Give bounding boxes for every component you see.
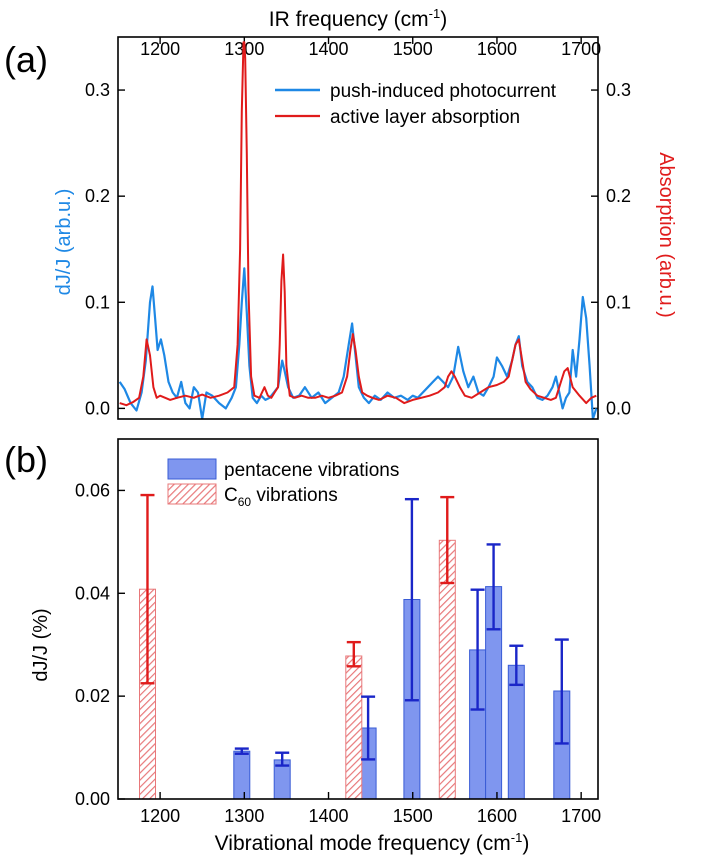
error-bar-pentacene (404, 497, 419, 702)
panel-b-label: (b) (4, 439, 48, 480)
left-tick-label-b: 0.02 (75, 686, 110, 706)
bottom-tick-label: 1500 (393, 806, 433, 826)
bottom-tick-label: 1400 (309, 806, 349, 826)
error-bar-group (140, 493, 569, 767)
error-bar-pentacene (486, 543, 501, 631)
top-tick-label: 1200 (140, 39, 180, 59)
panel-a: IR frequency (cm-1) 1200 1300 1400 1500 1600… (53, 6, 677, 420)
legend-a: push-induced photocurrent active layer a… (275, 81, 557, 128)
plot-frame-a (117, 36, 599, 420)
right-y-axis-ticks: 0.0 0.1 0.2 0.3 (591, 80, 631, 418)
top-axis-title: IR frequency (cm-1) (269, 6, 447, 31)
plot-frame-b (117, 438, 599, 800)
legend-label-pentacene: pentacene vibrations (224, 460, 399, 481)
legend-b: pentacene vibrations C60 vibrations (167, 458, 399, 509)
legend-label-photocurrent: push-induced photocurrent (330, 81, 557, 102)
error-bar-pentacene (361, 695, 376, 761)
y-axis-label-b: dJ/J (%) (30, 608, 52, 681)
series-line-active-layer-absorption (119, 41, 597, 407)
right-y-axis-label: Absorption (arb.u.) (655, 152, 677, 318)
error-bar-pentacene (554, 638, 569, 745)
bottom-tick-label: 1200 (140, 806, 180, 826)
bottom-tick-label: 1700 (561, 806, 601, 826)
left-tick-label: 0.3 (85, 80, 110, 100)
left-y-axis-label: dJ/J (arb.u.) (53, 189, 75, 296)
left-y-axis-ticks: 0.0 0.1 0.2 0.3 (85, 80, 125, 418)
bar-pentacene (233, 750, 251, 800)
right-tick-label: 0.1 (606, 292, 631, 312)
top-tick-label: 1400 (309, 39, 349, 59)
bottom-tick-label: 1300 (224, 806, 264, 826)
bottom-tick-label: 1600 (477, 806, 517, 826)
error-bar-pentacene (275, 751, 290, 767)
bottom-x-axis-ticks: 1200 1300 1400 1500 1600 1700 (140, 792, 601, 826)
legend-swatch-pentacene (167, 458, 217, 480)
legend-swatch-c60 (167, 483, 217, 505)
left-tick-label: 0.0 (85, 398, 110, 418)
left-tick-label-b: 0.04 (75, 583, 110, 603)
error-bar-pentacene (470, 588, 485, 711)
error-bar-c60 (440, 495, 455, 585)
right-tick-label: 0.0 (606, 398, 631, 418)
top-tick-label: 1500 (393, 39, 433, 59)
legend-label-c60: C60 vibrations (224, 485, 338, 509)
left-tick-label: 0.1 (85, 292, 110, 312)
panel-a-label: (a) (4, 39, 48, 80)
left-tick-label-b: 0.00 (75, 789, 110, 809)
error-bar-pentacene (509, 644, 524, 687)
top-tick-label: 1700 (561, 39, 601, 59)
right-tick-label: 0.3 (606, 80, 631, 100)
left-tick-label-b: 0.06 (75, 480, 110, 500)
error-bar-pentacene (234, 747, 249, 755)
panel-b: 1200 1300 1400 1500 1600 1700 0.000.020.040.0… (30, 438, 601, 855)
error-bar-c60 (346, 640, 361, 668)
legend-label-absorption: active layer absorption (330, 107, 520, 128)
left-tick-label: 0.2 (85, 186, 110, 206)
top-axis-ticks: 1200 1300 1400 1500 1600 1700 (140, 37, 601, 59)
error-bar-c60 (140, 493, 155, 685)
bar-c60 (345, 655, 363, 800)
left-y-axis-ticks-b: 0.00 0.02 0.04 0.06 (75, 480, 125, 809)
x-axis-label-b: Vibrational mode frequency (cm-1) (215, 830, 530, 855)
right-tick-label: 0.2 (606, 186, 631, 206)
top-tick-label: 1600 (477, 39, 517, 59)
bar-group (139, 539, 571, 800)
